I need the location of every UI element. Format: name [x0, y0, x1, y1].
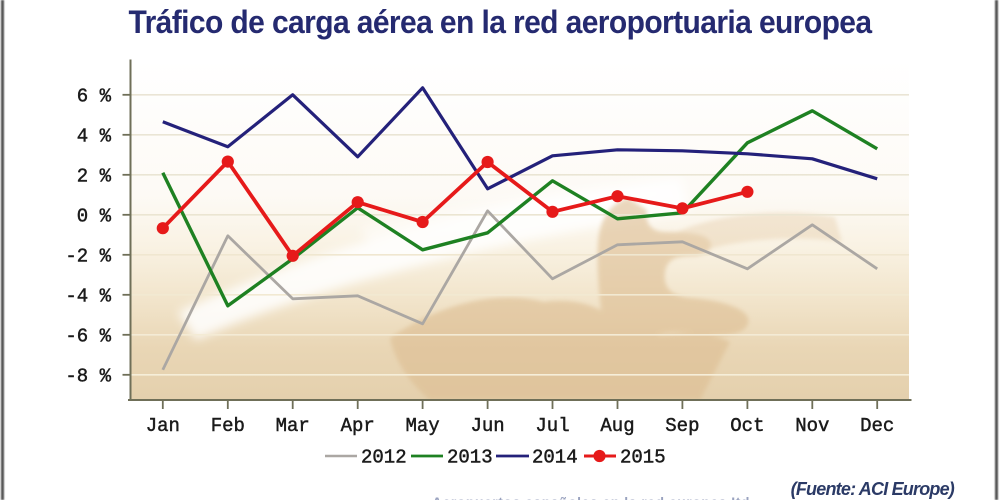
svg-text:-8 %: -8 % — [65, 365, 111, 387]
svg-text:-6 %: -6 % — [65, 325, 111, 347]
svg-text:Apr: Apr — [341, 415, 375, 437]
svg-text:Aug: Aug — [600, 415, 634, 437]
svg-text:May: May — [405, 415, 439, 437]
svg-text:Sep: Sep — [665, 415, 699, 437]
svg-text:Mar: Mar — [276, 415, 310, 437]
svg-text:Nov: Nov — [795, 415, 829, 437]
svg-text:Jan: Jan — [146, 415, 180, 437]
svg-text:2013: 2013 — [447, 447, 493, 469]
svg-text:Jul: Jul — [535, 415, 569, 437]
svg-text:6 %: 6 % — [77, 85, 112, 107]
svg-text:-2 %: -2 % — [65, 245, 111, 267]
svg-text:2 %: 2 % — [77, 165, 112, 187]
svg-text:0 %: 0 % — [77, 205, 112, 227]
svg-text:2012: 2012 — [361, 447, 407, 469]
svg-text:2014: 2014 — [532, 447, 578, 469]
svg-text:-4 %: -4 % — [65, 285, 111, 307]
svg-text:4 %: 4 % — [77, 125, 112, 147]
svg-text:Oct: Oct — [730, 415, 764, 437]
svg-text:2015: 2015 — [620, 447, 666, 469]
svg-text:Dec: Dec — [860, 415, 894, 437]
svg-text:Feb: Feb — [211, 415, 245, 437]
svg-text:Jun: Jun — [470, 415, 504, 437]
